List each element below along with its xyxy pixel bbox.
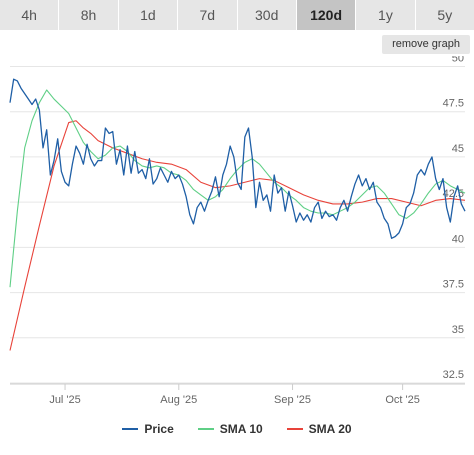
y-tick-label: 32.5 (443, 369, 464, 381)
x-axis: Jul '25 Aug '25 Sep '25 Oct '25 (10, 383, 465, 406)
range-button-5y[interactable]: 5y (415, 0, 474, 30)
time-range-selector: 4h 8h 1d 7d 30d 120d 1y 5y (0, 0, 474, 30)
series-line-sma-20 (9, 120, 466, 351)
chart-legend: Price SMA 10 SMA 20 (0, 420, 474, 438)
range-button-4h[interactable]: 4h (0, 0, 59, 30)
x-tick-label: Jul '25 (49, 394, 80, 406)
x-tick-label: Aug '25 (160, 394, 197, 406)
legend-item-sma-10[interactable]: SMA 10 (197, 420, 263, 438)
remove-graph-button[interactable]: remove graph (382, 35, 470, 54)
price-chart: Jul '25 Aug '25 Sep '25 Oct '25 32.5 35 37.5 4… (9, 56, 466, 406)
legend-swatch-sma-10 (197, 428, 214, 430)
legend-label-price: Price (144, 422, 174, 436)
legend-swatch-price (122, 428, 139, 430)
y-tick-label: 35 (452, 324, 464, 336)
y-tick-label: 40 (452, 233, 464, 245)
range-button-1y[interactable]: 1y (356, 0, 415, 30)
range-button-7d[interactable]: 7d (178, 0, 237, 30)
legend-label-sma-20: SMA 20 (308, 422, 352, 436)
chart-grid (10, 66, 465, 384)
range-button-8h[interactable]: 8h (59, 0, 118, 30)
range-button-120d[interactable]: 120d (296, 0, 356, 30)
range-button-30d[interactable]: 30d (237, 0, 296, 30)
y-tick-label: 45 (452, 143, 464, 155)
series-line-sma-10 (9, 89, 466, 288)
legend-label-sma-10: SMA 10 (219, 422, 263, 436)
y-tick-label: 50 (452, 56, 464, 65)
legend-swatch-sma-20 (286, 428, 303, 430)
y-tick-label: 47.5 (443, 98, 464, 110)
x-tick-label: Oct '25 (385, 394, 420, 406)
series-line-price (9, 78, 466, 239)
range-button-1d[interactable]: 1d (118, 0, 178, 30)
legend-item-price[interactable]: Price (122, 420, 174, 438)
x-tick-label: Sep '25 (274, 394, 311, 406)
chart-series (9, 78, 466, 351)
legend-item-sma-20[interactable]: SMA 20 (286, 420, 352, 438)
y-tick-label: 37.5 (443, 279, 464, 291)
